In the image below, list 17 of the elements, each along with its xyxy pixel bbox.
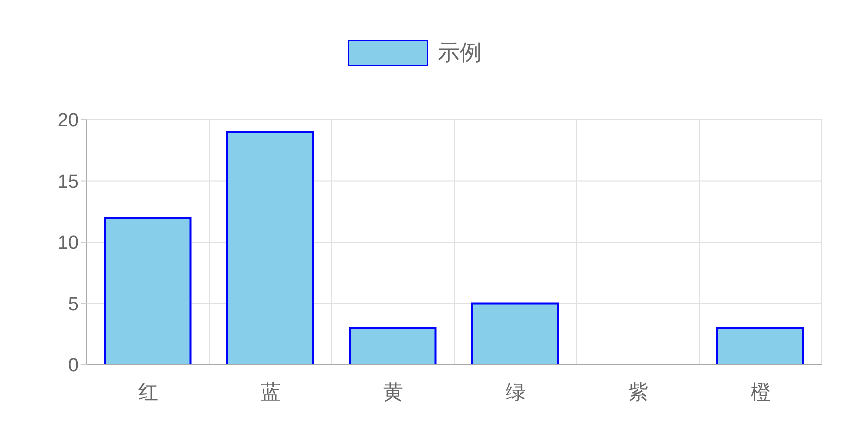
bar <box>226 131 314 365</box>
bar <box>104 217 192 365</box>
legend-label: 示例 <box>438 39 482 67</box>
x-tick-label: 黄 <box>383 382 404 404</box>
x-tick-label: 绿 <box>506 382 526 404</box>
x-tick-label: 红 <box>138 382 158 404</box>
y-tick-label: 15 <box>58 172 79 193</box>
x-tick-label: 蓝 <box>260 382 281 404</box>
y-tick-label: 5 <box>68 294 79 316</box>
y-tick-label: 20 <box>58 110 79 132</box>
y-tick-label: 0 <box>68 356 79 377</box>
x-tick-label: 紫 <box>628 382 648 404</box>
x-tick-label: 橙 <box>750 382 771 404</box>
y-tick-label: 10 <box>58 233 79 254</box>
bar <box>472 302 560 365</box>
bar <box>716 327 804 365</box>
bar <box>349 327 437 365</box>
